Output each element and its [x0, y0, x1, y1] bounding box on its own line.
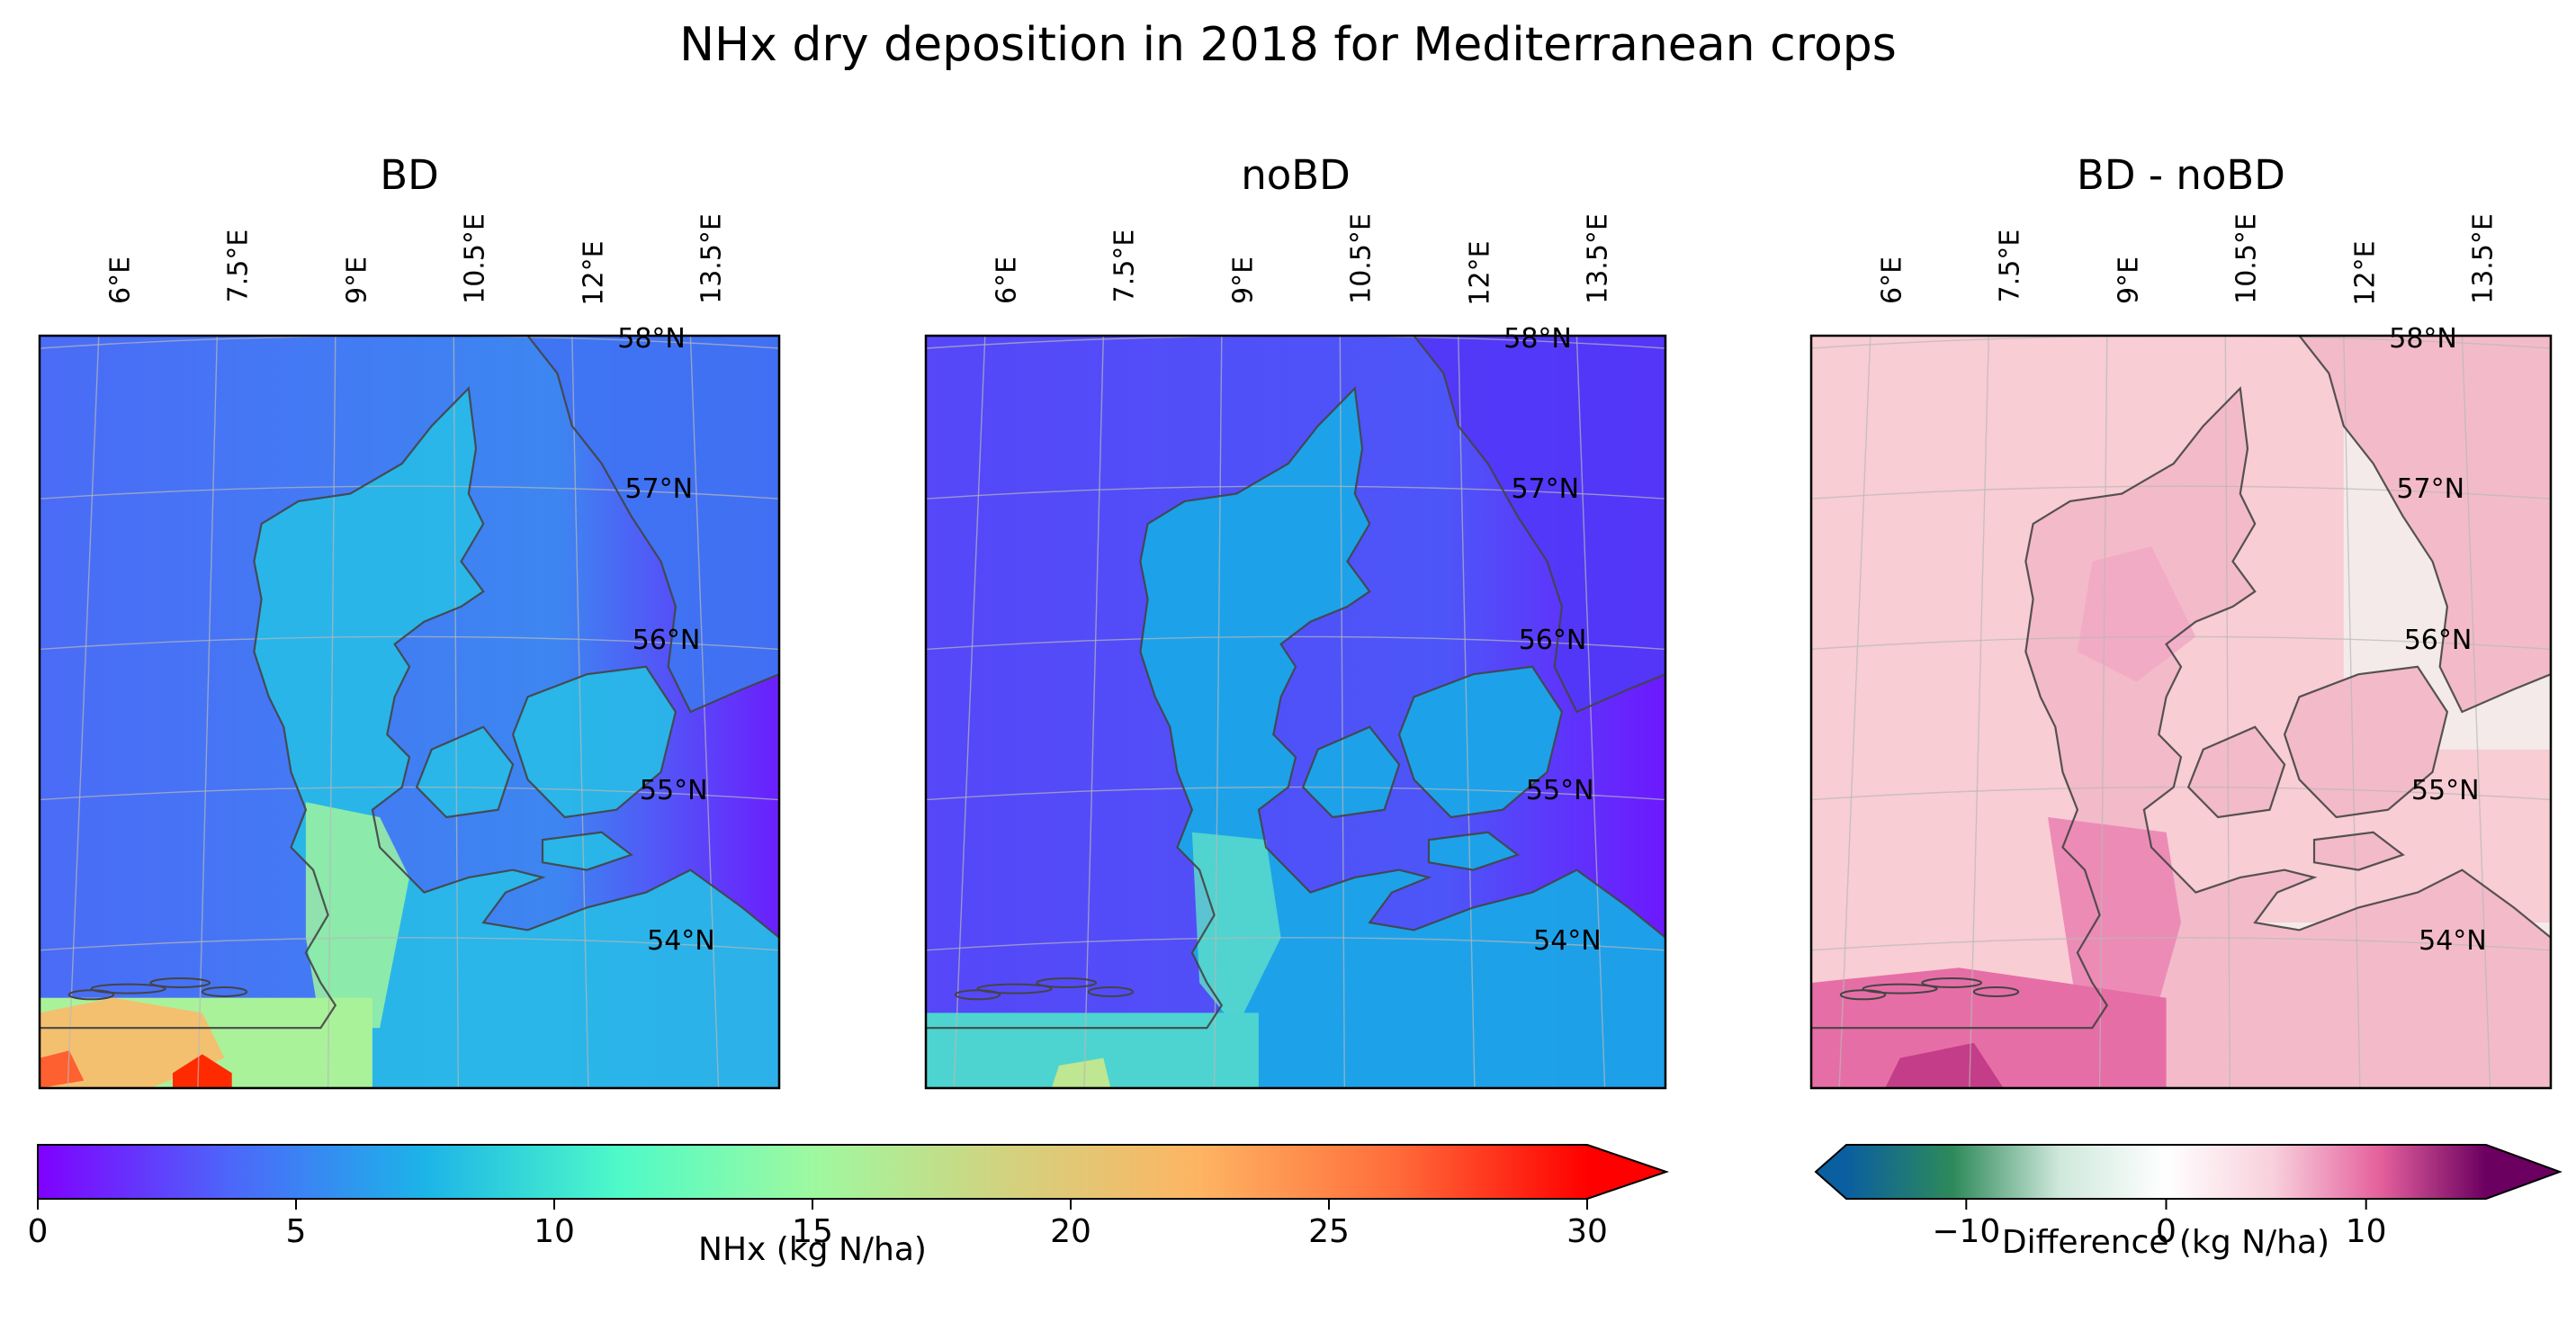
panel-title-bd: BD [380, 151, 439, 199]
map-diff [1809, 334, 2553, 1090]
colorbar-diff-label: Difference (kg N/ha) [2001, 1224, 2330, 1261]
colorbar-diff-tick-label: 10 [2345, 1213, 2387, 1250]
lon-label: 6°E [104, 256, 137, 305]
lat-label: 56°N [632, 624, 701, 656]
lat-label: 55°N [1525, 774, 1594, 806]
lat-label: 57°N [2396, 473, 2465, 506]
lat-label: 54°N [647, 924, 715, 957]
lon-label: 13.5°E [696, 213, 728, 304]
figure-title: NHx dry deposition in 2018 for Mediterra… [679, 18, 1897, 72]
lon-label: 9°E [2113, 256, 2145, 305]
lat-label: 57°N [624, 473, 694, 506]
colorbar-diff-tick-label: −10 [1932, 1213, 2001, 1250]
lat-label: 57°N [1511, 473, 1580, 506]
lon-label: 6°E [991, 256, 1023, 305]
panel-title-diff: BD - noBD [2077, 151, 2285, 199]
lon-label: 9°E [341, 256, 373, 305]
lon-label: 13.5°E [2467, 213, 2500, 304]
colorbar-nhx-tick-label: 10 [534, 1213, 575, 1250]
lat-label: 58°N [617, 323, 686, 356]
lat-label: 54°N [2419, 924, 2487, 957]
lon-label: 6°E [1876, 256, 1908, 305]
lat-label: 58°N [2389, 323, 2457, 356]
colorbar-nhx-tick-label: 15 [792, 1213, 833, 1250]
lon-label: 10.5°E [459, 213, 491, 304]
colorbar-nhx-label: NHx (kg N/ha) [698, 1231, 927, 1268]
lat-label: 54°N [1533, 924, 1602, 957]
lat-label: 55°N [639, 774, 708, 806]
map-bd [38, 334, 781, 1090]
lon-label: 7.5°E [1108, 229, 1141, 303]
panel-title-nobd: noBD [1241, 151, 1351, 199]
colorbar-nhx-tick-label: 25 [1308, 1213, 1350, 1250]
lon-label: 7.5°E [1994, 229, 2026, 303]
colorbar-nhx-tick-label: 5 [285, 1213, 307, 1250]
lon-label: 9°E [1227, 256, 1260, 305]
colorbar-nhx-tick-label: 20 [1050, 1213, 1091, 1250]
lon-label: 10.5°E [1345, 213, 1378, 304]
lat-label: 56°N [2403, 624, 2473, 656]
lat-label: 58°N [1503, 323, 1572, 356]
lat-label: 56°N [1518, 624, 1587, 656]
lon-label: 10.5°E [2230, 213, 2263, 304]
lon-label: 7.5°E [222, 229, 255, 303]
map-nobd [924, 334, 1667, 1090]
lon-label: 12°E [2349, 240, 2382, 306]
lon-label: 12°E [1464, 240, 1496, 306]
lat-label: 55°N [2410, 774, 2480, 806]
colorbar-nhx-tick-label: 0 [27, 1213, 49, 1250]
colorbar-diff-tick-label: 0 [2156, 1213, 2177, 1250]
colorbar-nhx-tick-label: 30 [1566, 1213, 1608, 1250]
lon-label: 12°E [578, 240, 610, 306]
lon-label: 13.5°E [1582, 213, 1614, 304]
